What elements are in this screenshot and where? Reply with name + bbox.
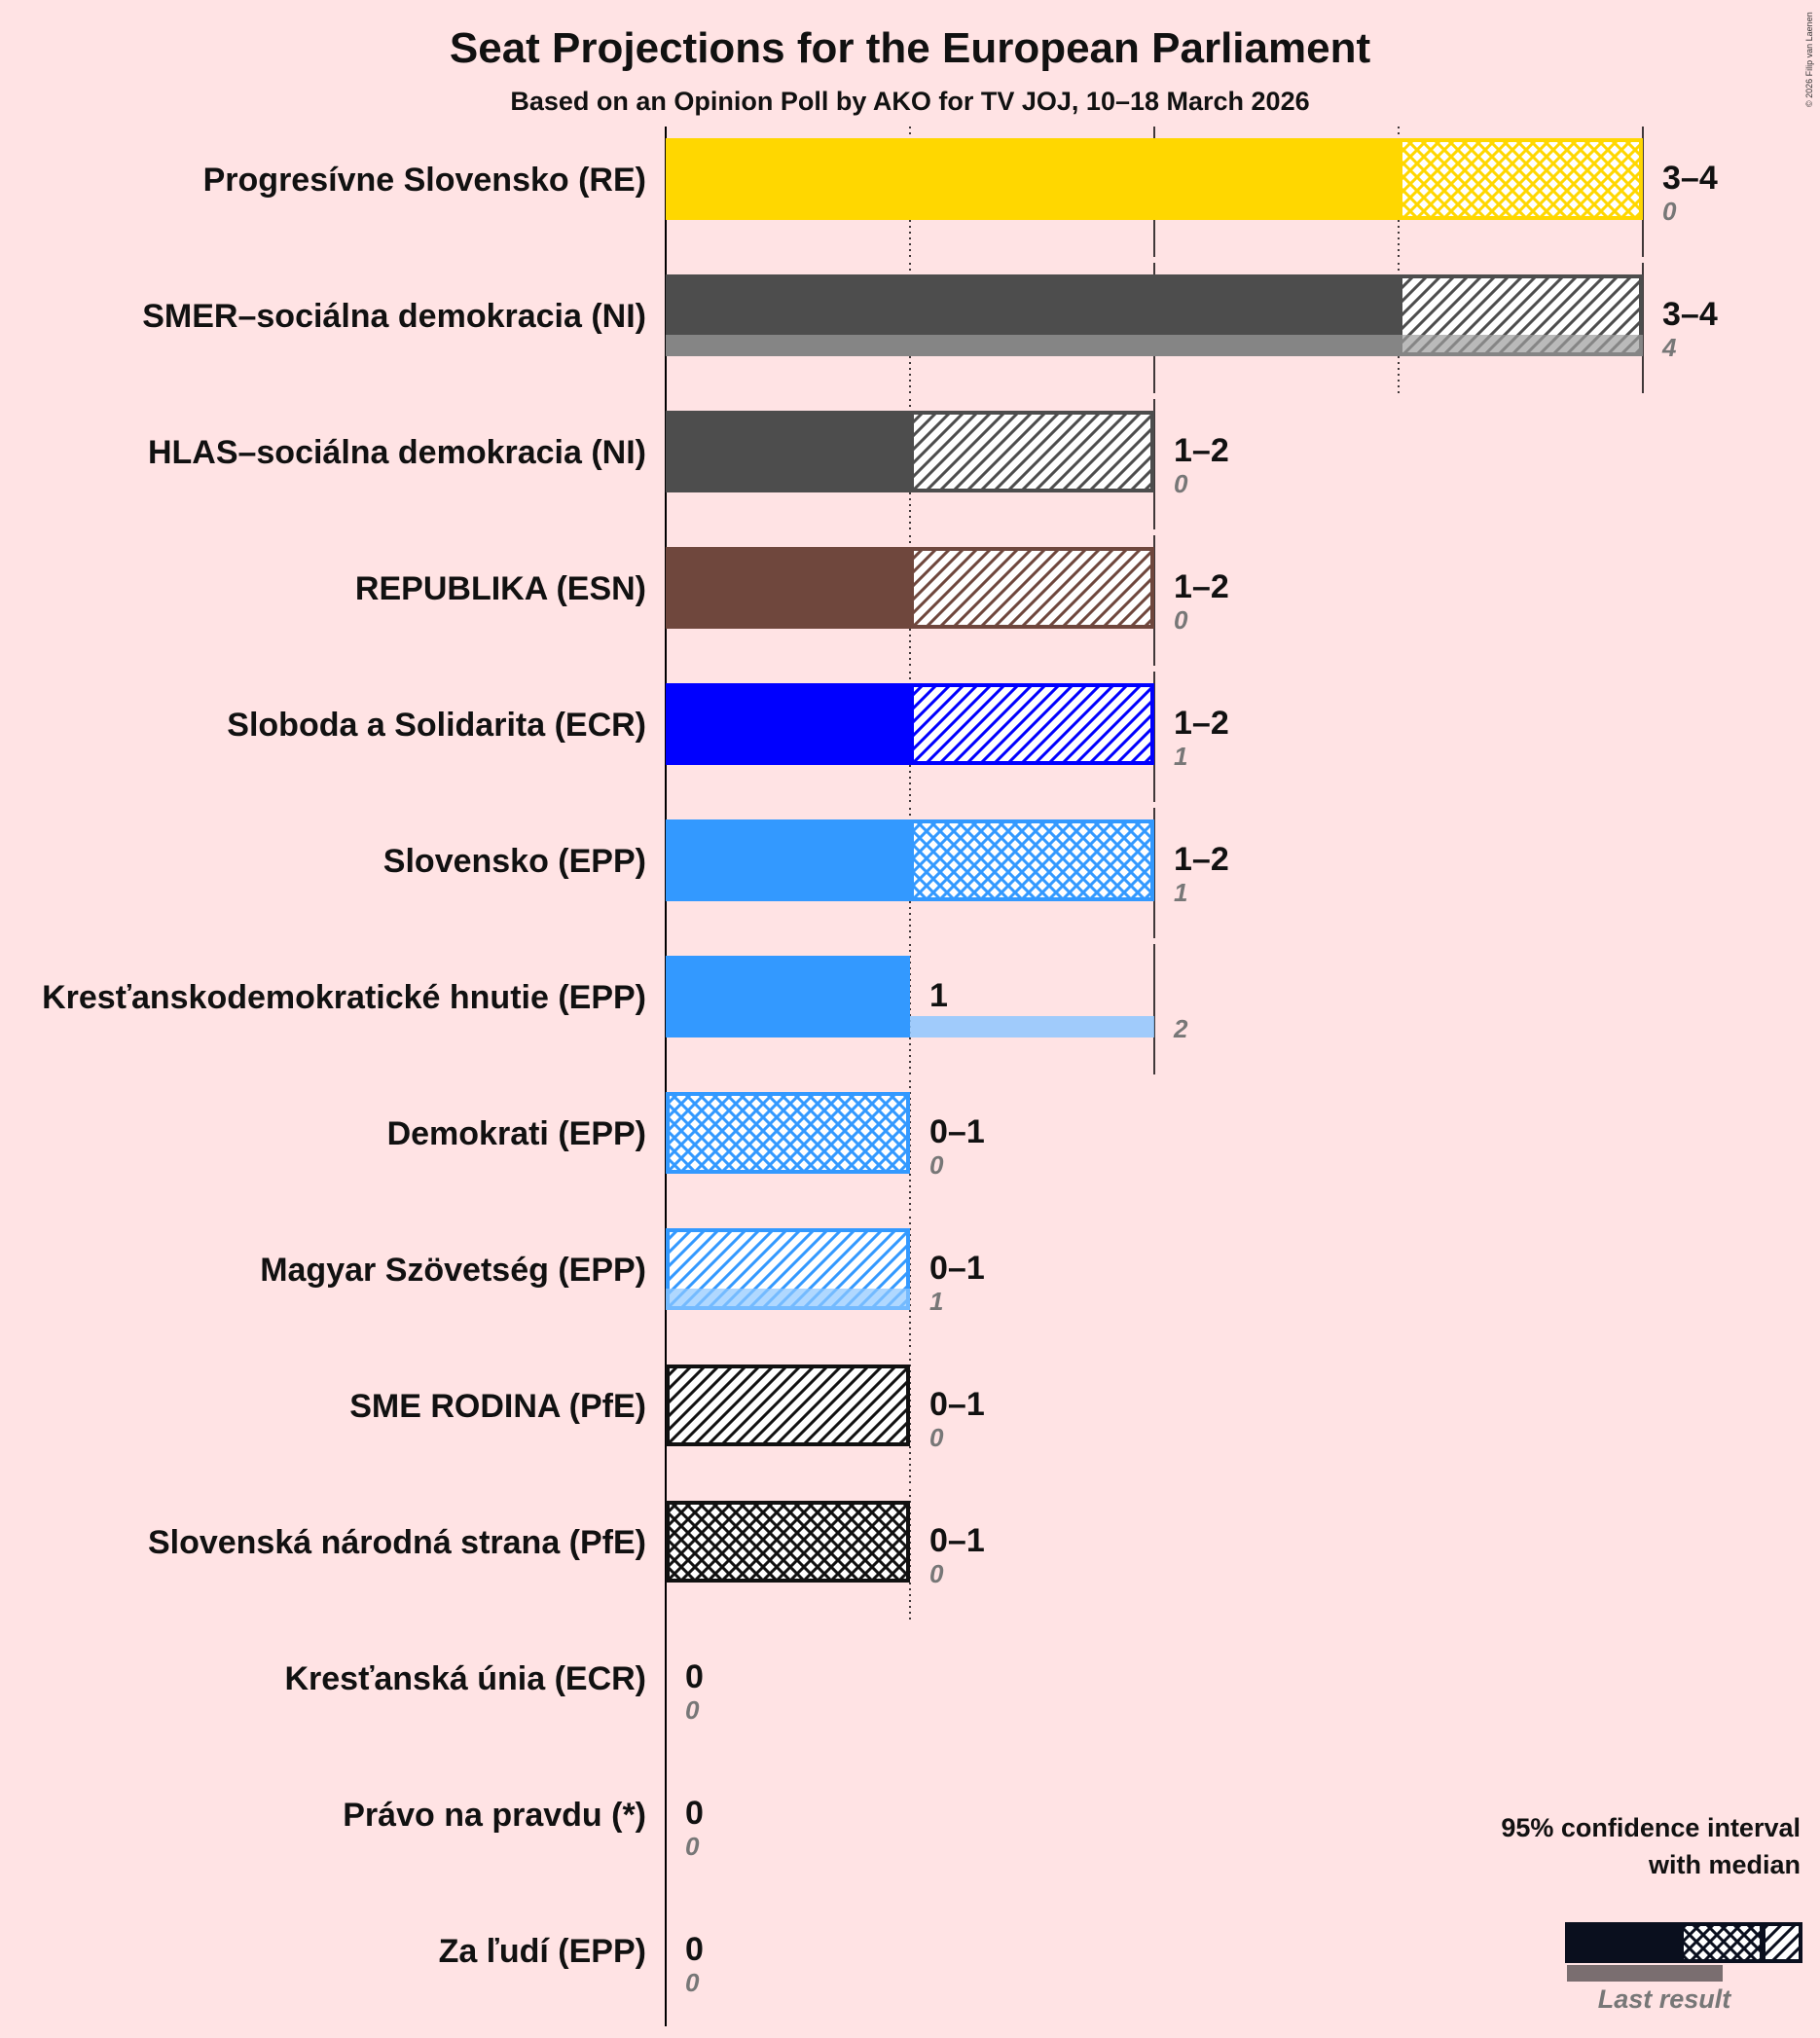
last-result-label: 0 [1174, 469, 1188, 498]
last-result-label: 0 [929, 1150, 944, 1180]
party-label: Kresťanskodemokratické hnutie (EPP) [42, 979, 646, 1016]
last-result-overlay [666, 335, 1643, 356]
range-label: 1 [929, 977, 948, 1014]
party-label: Sloboda a Solidarita (ECR) [227, 707, 646, 744]
party-label: HLAS–sociálna demokracia (NI) [148, 434, 646, 471]
range-label: 0–1 [929, 1522, 985, 1559]
last-result-label: 0 [685, 1695, 700, 1725]
last-result-label: 1 [1174, 878, 1187, 907]
median-bar [666, 411, 910, 492]
range-label: 1–2 [1174, 568, 1229, 605]
ci-bar [666, 1501, 910, 1583]
ci-bar [1399, 138, 1643, 220]
party-label: Slovenská národná strana (PfE) [148, 1524, 646, 1561]
last-result-label: 0 [929, 1423, 944, 1452]
copyright-note: © 2026 Filip van Laenen [1804, 12, 1814, 107]
median-bar [666, 547, 910, 629]
party-label: Právo na pravdu (*) [343, 1797, 646, 1834]
range-label: 1–2 [1174, 705, 1229, 742]
median-bar [666, 138, 1399, 220]
ci-bar [666, 1365, 910, 1446]
party-row: Sloboda a Solidarita (ECR) 1–21 [227, 672, 1229, 802]
legend-title-line1: 95% confidence interval [1501, 1813, 1801, 1842]
range-label: 1–2 [1174, 841, 1229, 878]
range-label: 0 [685, 1795, 704, 1832]
party-row: Slovensko (EPP) 1–21 [383, 808, 1229, 938]
ci-bar [910, 819, 1154, 901]
range-label: 3–4 [1662, 160, 1718, 197]
legend-ci-diag-swatch [1762, 1922, 1802, 1963]
last-result-overlay [666, 1289, 910, 1310]
party-label: SME RODINA (PfE) [349, 1388, 646, 1425]
party-row: Demokrati (EPP) 0–10 [387, 1080, 985, 1211]
legend-median-swatch [1565, 1922, 1682, 1963]
legend-last-result-label: Last result [1598, 1984, 1732, 2014]
party-row: Právo na pravdu (*) 00 [343, 1795, 704, 1861]
party-label: Slovensko (EPP) [383, 843, 646, 880]
party-label: Progresívne Slovensko (RE) [203, 162, 646, 199]
chart-subtitle: Based on an Opinion Poll by AKO for TV J… [510, 87, 1309, 116]
last-result-label: 0 [929, 1559, 944, 1588]
legend-title-line2: with median [1648, 1850, 1801, 1879]
median-bar [666, 956, 910, 1037]
party-label: SMER–sociálna demokracia (NI) [142, 298, 646, 335]
party-label: REPUBLIKA (ESN) [355, 570, 646, 607]
party-label: Kresťanská únia (ECR) [284, 1660, 646, 1697]
last-result-label: 0 [1662, 197, 1677, 226]
last-result-label: 1 [1174, 742, 1187, 771]
party-label: Magyar Szövetség (EPP) [260, 1252, 646, 1289]
range-label: 0 [685, 1931, 704, 1968]
party-label: Demokrati (EPP) [387, 1115, 646, 1152]
party-row: REPUBLIKA (ESN) 1–20 [355, 535, 1229, 666]
last-result-label: 0 [1174, 605, 1188, 635]
range-label: 1–2 [1174, 432, 1229, 469]
median-bar [666, 683, 910, 765]
legend: 95% confidence interval with median Last… [1501, 1813, 1802, 2014]
party-label: Za ľudí (EPP) [439, 1933, 646, 1970]
party-row: Slovenská národná strana (PfE) 0–10 [148, 1489, 985, 1619]
range-label: 0–1 [929, 1113, 985, 1150]
range-label: 0–1 [929, 1250, 985, 1287]
party-row: HLAS–sociálna demokracia (NI) 1–20 [148, 399, 1229, 529]
party-row: Progresívne Slovensko (RE) 3–40 [203, 127, 1718, 257]
party-row: SME RODINA (PfE) 0–10 [349, 1353, 985, 1483]
range-label: 0–1 [929, 1386, 985, 1423]
ci-bar [910, 547, 1154, 629]
chart-title: Seat Projections for the European Parlia… [450, 24, 1371, 72]
median-bar [666, 819, 910, 901]
last-result-label: 4 [1661, 333, 1677, 362]
range-label: 3–4 [1662, 296, 1718, 333]
ci-bar [666, 1092, 910, 1174]
last-result-label: 1 [929, 1287, 943, 1316]
last-result-label: 2 [1173, 1014, 1188, 1043]
range-label: 0 [685, 1658, 704, 1695]
party-row: Kresťanská únia (ECR) 00 [284, 1658, 703, 1725]
last-result-label: 0 [685, 1968, 700, 1997]
party-row: Za ľudí (EPP) 00 [439, 1931, 704, 1997]
party-row: Magyar Szövetség (EPP) 0–11 [260, 1217, 985, 1347]
bars-group: Progresívne Slovensko (RE) 3–40SMER–sociá… [42, 127, 1718, 1997]
ci-bar [910, 683, 1154, 765]
party-row: Kresťanskodemokratické hnutie (EPP) 1 2 [42, 944, 1188, 1074]
ci-bar [910, 411, 1154, 492]
legend-last-result-swatch [1567, 1965, 1723, 1982]
party-row: SMER–sociálna demokracia (NI) 3–44 [142, 263, 1718, 393]
legend-ci-cross-swatch [1680, 1922, 1764, 1963]
last-result-label: 0 [685, 1832, 700, 1861]
